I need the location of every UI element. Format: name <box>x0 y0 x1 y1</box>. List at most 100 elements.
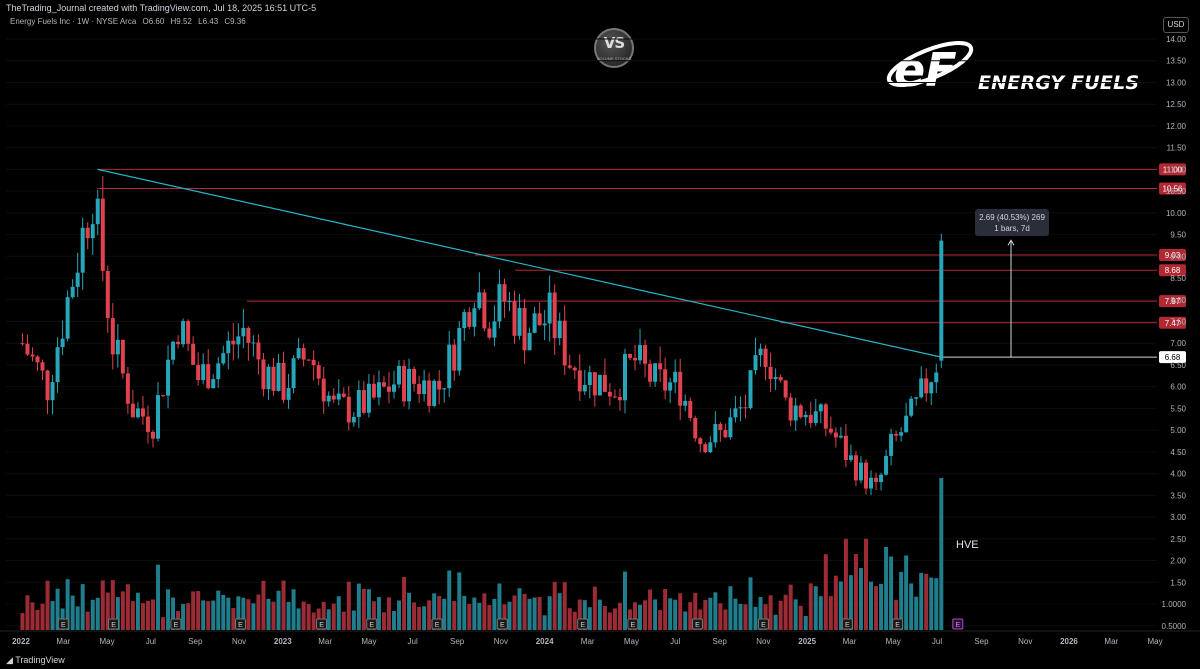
candle-body[interactable] <box>211 379 216 389</box>
candle-body[interactable] <box>376 382 381 398</box>
candle-body[interactable] <box>266 366 271 390</box>
candle-body[interactable] <box>130 403 135 418</box>
earnings-marker[interactable] <box>496 618 508 630</box>
candle-body[interactable] <box>658 363 663 370</box>
candle-body[interactable] <box>271 366 276 391</box>
candle-body[interactable] <box>884 455 889 475</box>
candle-body[interactable] <box>467 312 472 327</box>
candle-body[interactable] <box>748 370 753 409</box>
candle-body[interactable] <box>562 320 567 366</box>
candle-body[interactable] <box>417 383 422 395</box>
candle-body[interactable] <box>582 385 587 392</box>
time-axis[interactable]: 2022 Mar May Jul Sep Nov 2023 Mar May Jul Sep Nov 20… <box>0 630 1200 646</box>
candle-body[interactable] <box>166 359 171 396</box>
candle-body[interactable] <box>176 341 181 345</box>
candle-body[interactable] <box>311 359 316 366</box>
candle-body[interactable] <box>683 400 688 406</box>
candle-body[interactable] <box>497 284 502 322</box>
candle-body[interactable] <box>622 353 627 401</box>
earnings-marker[interactable] <box>108 618 120 630</box>
candle-body[interactable] <box>236 336 241 345</box>
candle-body[interactable] <box>728 417 733 438</box>
candle-body[interactable] <box>663 369 668 391</box>
earnings-marker[interactable] <box>892 618 904 630</box>
candle-body[interactable] <box>653 363 658 382</box>
earnings-marker[interactable] <box>841 618 853 630</box>
candle-body[interactable] <box>929 382 934 394</box>
candle-body[interactable] <box>186 321 191 344</box>
candle-body[interactable] <box>874 477 879 483</box>
candle-body[interactable] <box>798 405 803 418</box>
candle-body[interactable] <box>422 380 427 395</box>
candle-body[interactable] <box>60 338 65 348</box>
candle-body[interactable] <box>542 323 547 326</box>
candle-body[interactable] <box>673 371 678 383</box>
candle-body[interactable] <box>181 321 186 345</box>
candle-body[interactable] <box>407 368 412 402</box>
candle-body[interactable] <box>251 342 256 344</box>
earnings-marker[interactable] <box>952 618 964 630</box>
candle-body[interactable] <box>723 429 728 438</box>
candle-body[interactable] <box>120 339 125 374</box>
candle-body[interactable] <box>587 372 592 386</box>
price-axis[interactable]: 14.00 13.50 13.00 12.50 12.00 11.50 11.00 10.50… <box>1162 35 1187 631</box>
candle-body[interactable] <box>366 383 371 413</box>
candle-body[interactable] <box>904 415 909 433</box>
currency-button[interactable]: USD <box>1163 17 1189 33</box>
candle-body[interactable] <box>803 414 808 418</box>
candle-body[interactable] <box>301 348 306 360</box>
candle-body[interactable] <box>823 404 828 429</box>
candle-body[interactable] <box>115 339 120 355</box>
candle-body[interactable] <box>889 433 894 456</box>
candle-body[interactable] <box>592 372 597 396</box>
candle-body[interactable] <box>848 455 853 460</box>
earnings-marker[interactable] <box>366 618 378 630</box>
candle-body[interactable] <box>547 292 552 324</box>
candle-body[interactable] <box>743 407 748 409</box>
candle-body[interactable] <box>156 395 161 439</box>
candle-body[interactable] <box>537 313 542 326</box>
earnings-marker[interactable] <box>691 618 703 630</box>
candle-body[interactable] <box>201 364 206 381</box>
candle-body[interactable] <box>899 432 904 436</box>
candle-body[interactable] <box>869 477 874 489</box>
candle-body[interactable] <box>326 395 331 402</box>
candle-body[interactable] <box>768 366 773 380</box>
candle-body[interactable] <box>919 378 924 398</box>
candle-body[interactable] <box>638 344 643 361</box>
candle-body[interactable] <box>70 286 75 298</box>
candle-body[interactable] <box>627 353 632 358</box>
candle-body[interactable] <box>858 462 863 481</box>
candle-body[interactable] <box>402 365 407 402</box>
candle-body[interactable] <box>693 418 698 439</box>
candle-body[interactable] <box>346 396 351 423</box>
candle-body[interactable] <box>462 312 467 328</box>
candle-body[interactable] <box>607 391 612 397</box>
candle-body[interactable] <box>698 438 703 445</box>
candle-body[interactable] <box>492 321 497 338</box>
candle-body[interactable] <box>753 355 758 371</box>
candle-body[interactable] <box>105 270 110 319</box>
candle-body[interactable] <box>828 428 833 433</box>
candle-body[interactable] <box>286 388 291 400</box>
candle-body[interactable] <box>50 382 55 401</box>
candle-body[interactable] <box>773 377 778 380</box>
candle-body[interactable] <box>100 198 105 271</box>
candle-body[interactable] <box>688 400 693 419</box>
candle-body[interactable] <box>145 416 150 432</box>
measure-tool[interactable]: 2.69 (40.53%) 269 1 bars, 7d <box>975 209 1049 358</box>
candle-body[interactable] <box>838 435 843 438</box>
candle-body[interactable] <box>532 313 537 333</box>
candle-body[interactable] <box>788 397 793 421</box>
candle-body[interactable] <box>477 292 482 309</box>
candle-body[interactable] <box>843 435 848 460</box>
candle-body[interactable] <box>246 327 251 343</box>
candle-body[interactable] <box>617 396 622 401</box>
earnings-marker[interactable] <box>431 618 443 630</box>
candle-body[interactable] <box>316 365 321 379</box>
candle-body[interactable] <box>296 348 301 359</box>
candle-body[interactable] <box>226 340 231 354</box>
tradingview-footer[interactable]: ◢ TradingView <box>6 655 65 666</box>
candle-body[interactable] <box>552 292 557 339</box>
candle-body[interactable] <box>25 343 30 355</box>
